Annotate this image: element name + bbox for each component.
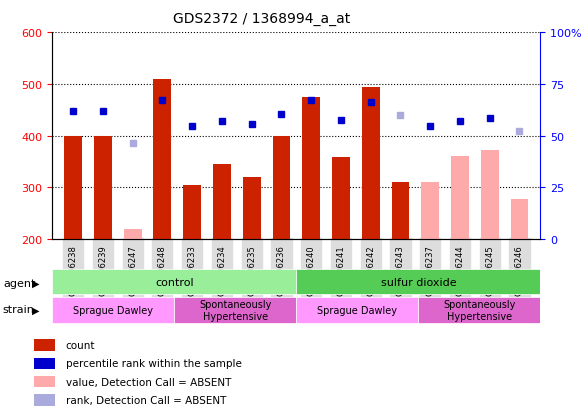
- Bar: [64, 136, 82, 240]
- Text: Spontaneously
Hypertensive: Spontaneously Hypertensive: [443, 299, 515, 321]
- Bar: [392, 183, 410, 240]
- Text: ▶: ▶: [32, 278, 40, 288]
- Bar: [118, 33, 148, 240]
- FancyBboxPatch shape: [52, 297, 174, 323]
- Bar: [58, 33, 88, 240]
- Bar: [511, 199, 529, 240]
- Bar: [356, 33, 386, 240]
- Bar: [445, 33, 475, 240]
- Text: control: control: [155, 277, 193, 287]
- Bar: [34, 376, 55, 387]
- Text: ▶: ▶: [32, 305, 40, 315]
- Bar: [34, 339, 55, 351]
- Text: sulfur dioxide: sulfur dioxide: [381, 277, 456, 287]
- FancyBboxPatch shape: [296, 297, 418, 323]
- Text: GDS2372 / 1368994_a_at: GDS2372 / 1368994_a_at: [173, 12, 350, 26]
- Text: Sprague Dawley: Sprague Dawley: [317, 305, 397, 315]
- Bar: [34, 394, 55, 406]
- Bar: [34, 358, 55, 369]
- Bar: [183, 185, 201, 240]
- Bar: [332, 158, 350, 240]
- Bar: [153, 79, 171, 240]
- Bar: [362, 88, 379, 240]
- Text: count: count: [66, 340, 95, 350]
- Text: Spontaneously
Hypertensive: Spontaneously Hypertensive: [199, 299, 271, 321]
- Bar: [213, 165, 231, 240]
- Bar: [124, 229, 142, 240]
- Bar: [386, 33, 415, 240]
- Bar: [94, 136, 112, 240]
- Text: percentile rank within the sample: percentile rank within the sample: [66, 358, 242, 368]
- Bar: [148, 33, 177, 240]
- Bar: [207, 33, 237, 240]
- Bar: [237, 33, 267, 240]
- FancyBboxPatch shape: [174, 297, 296, 323]
- Text: strain: strain: [3, 305, 35, 315]
- Text: rank, Detection Call = ABSENT: rank, Detection Call = ABSENT: [66, 395, 226, 405]
- Bar: [505, 33, 535, 240]
- Bar: [451, 157, 469, 240]
- Bar: [475, 33, 505, 240]
- Bar: [326, 33, 356, 240]
- Bar: [267, 33, 296, 240]
- Bar: [88, 33, 118, 240]
- Text: Sprague Dawley: Sprague Dawley: [73, 305, 153, 315]
- Bar: [177, 33, 207, 240]
- FancyBboxPatch shape: [296, 270, 540, 294]
- Bar: [243, 178, 261, 240]
- Bar: [296, 33, 326, 240]
- Bar: [415, 33, 445, 240]
- FancyBboxPatch shape: [52, 270, 296, 294]
- FancyBboxPatch shape: [418, 297, 540, 323]
- Text: agent: agent: [3, 278, 35, 288]
- Bar: [481, 151, 498, 240]
- Text: value, Detection Call = ABSENT: value, Detection Call = ABSENT: [66, 377, 231, 387]
- Bar: [302, 97, 320, 240]
- Bar: [421, 183, 439, 240]
- Bar: [272, 136, 290, 240]
